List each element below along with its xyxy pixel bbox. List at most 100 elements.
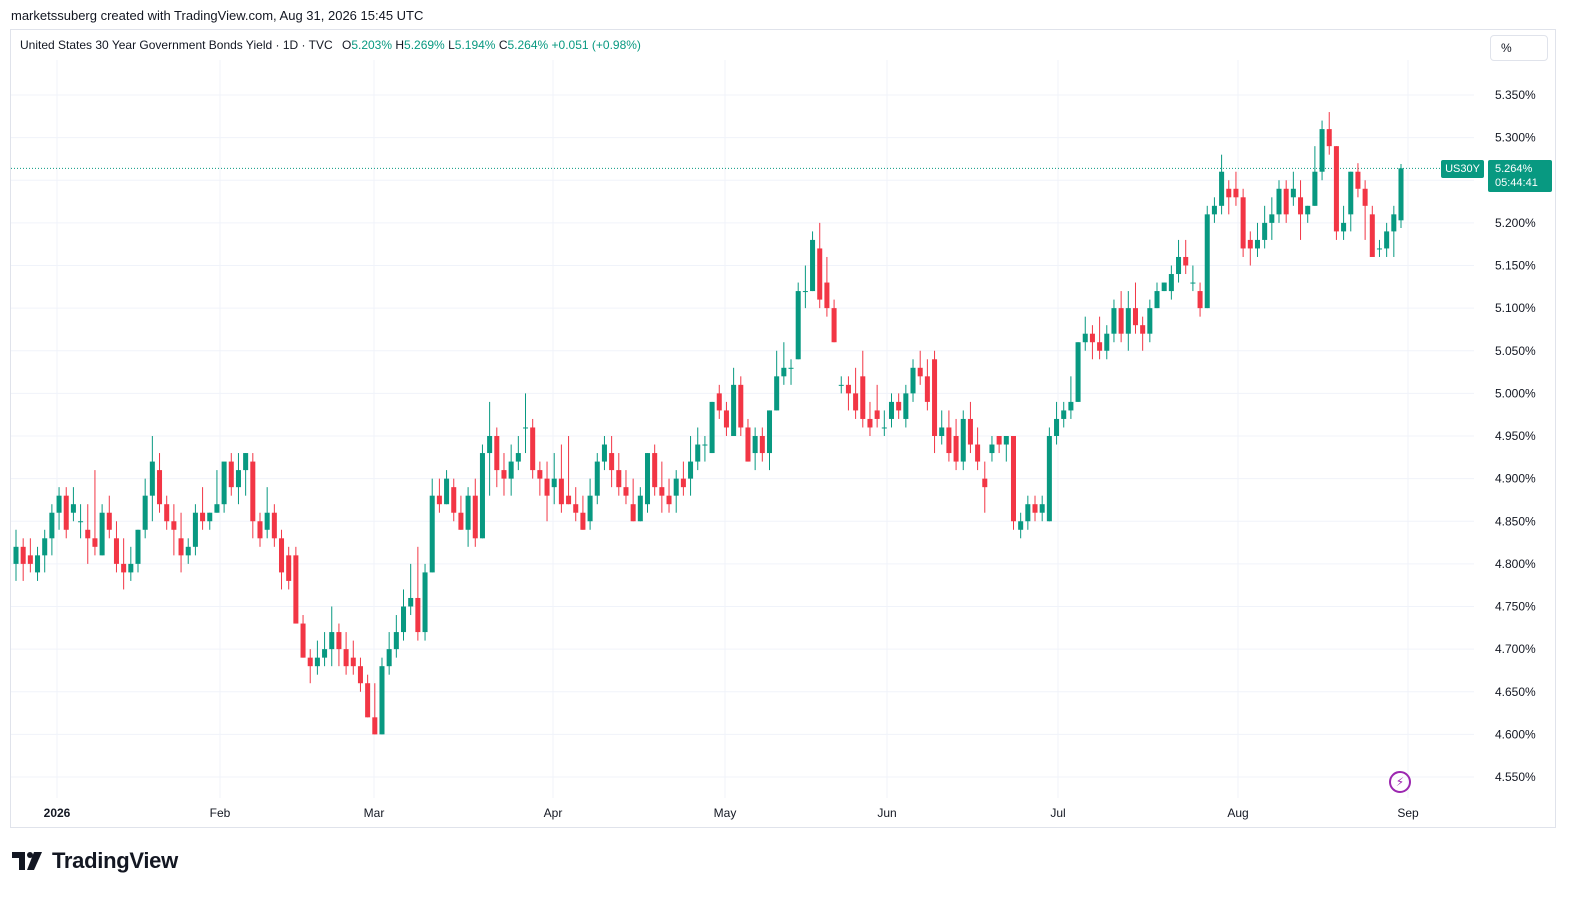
candle-body[interactable] (1010, 436, 1016, 522)
candle-body[interactable] (932, 359, 938, 436)
candle-body[interactable] (860, 376, 866, 419)
candle-body[interactable] (1104, 333, 1110, 351)
candle-body[interactable] (494, 436, 500, 471)
candle-body[interactable] (1376, 248, 1382, 250)
candle-body[interactable] (63, 495, 69, 530)
candle-body[interactable] (1161, 282, 1167, 292)
candle-body[interactable] (35, 555, 41, 573)
chart-frame[interactable] (10, 29, 1556, 828)
candle-body[interactable] (1398, 168, 1404, 221)
candle-body[interactable] (946, 427, 952, 454)
candle-body[interactable] (630, 504, 636, 522)
candle-body[interactable] (1254, 239, 1260, 249)
candle-body[interactable] (1061, 410, 1067, 419)
candle-body[interactable] (1154, 291, 1160, 309)
candle-body[interactable] (171, 521, 177, 530)
candle-body[interactable] (113, 538, 119, 564)
candle-body[interactable] (845, 384, 851, 394)
candle-body[interactable] (673, 478, 679, 496)
candle-body[interactable] (1276, 188, 1282, 215)
candle-body[interactable] (235, 470, 241, 488)
candle-body[interactable] (264, 512, 270, 530)
candle-body[interactable] (795, 291, 801, 360)
candle-body[interactable] (1384, 231, 1390, 249)
candle-body[interactable] (788, 367, 794, 369)
candle-body[interactable] (286, 555, 292, 581)
candle-body[interactable] (472, 495, 478, 539)
candle-body[interactable] (221, 461, 227, 505)
candle-body[interactable] (458, 512, 464, 530)
candle-body[interactable] (92, 538, 98, 547)
candle-body[interactable] (766, 410, 773, 454)
candle-body[interactable] (853, 393, 859, 411)
candle-body[interactable] (666, 495, 672, 505)
candle-body[interactable] (214, 504, 220, 513)
candle-body[interactable] (365, 683, 371, 718)
candle-body[interactable] (56, 495, 62, 513)
candle-body[interactable] (616, 470, 622, 488)
candle-body[interactable] (1233, 188, 1239, 198)
candle-body[interactable] (723, 410, 729, 428)
candle-body[interactable] (1269, 214, 1275, 223)
candle-body[interactable] (917, 367, 923, 377)
candle-body[interactable] (810, 239, 816, 292)
candle-body[interactable] (1018, 521, 1024, 530)
candle-body[interactable] (967, 418, 973, 445)
candle-body[interactable] (544, 478, 550, 496)
candle-body[interactable] (1298, 197, 1304, 215)
candle-body[interactable] (401, 606, 407, 633)
candle-body[interactable] (573, 504, 579, 513)
candle-body[interactable] (774, 376, 780, 411)
candle-body[interactable] (1147, 308, 1153, 334)
candle-body[interactable] (42, 538, 48, 556)
candle-body[interactable] (85, 529, 91, 539)
candle-body[interactable] (27, 555, 33, 564)
candle-body[interactable] (745, 427, 751, 462)
candle-body[interactable] (1111, 308, 1117, 334)
candle-body[interactable] (350, 657, 356, 667)
candle-body[interactable] (695, 444, 701, 462)
candle-body[interactable] (293, 555, 299, 624)
candle-body[interactable] (228, 461, 234, 488)
candle-body[interactable] (271, 512, 277, 539)
candle-body[interactable] (939, 427, 945, 436)
candle-body[interactable] (924, 376, 930, 402)
candle-body[interactable] (609, 453, 615, 471)
candle-body[interactable] (817, 248, 823, 300)
candle-body[interactable] (716, 393, 722, 411)
candle-body[interactable] (558, 478, 564, 505)
candle-body[interactable] (652, 453, 658, 488)
candle-body[interactable] (688, 461, 694, 479)
candle-body[interactable] (135, 529, 141, 564)
candle-body[interactable] (975, 444, 981, 462)
candle-body[interactable] (257, 521, 263, 539)
candle-body[interactable] (78, 521, 84, 523)
candle-body[interactable] (1168, 274, 1174, 292)
candle-body[interactable] (831, 308, 837, 343)
candle-body[interactable] (896, 401, 902, 411)
candle-body[interactable] (429, 495, 435, 573)
candle-body[interactable] (566, 495, 572, 505)
candle-body[interactable] (1341, 222, 1347, 232)
candle-body[interactable] (1097, 342, 1103, 351)
candle-body[interactable] (314, 657, 320, 667)
candle-body[interactable] (157, 470, 163, 505)
candle-body[interactable] (601, 444, 607, 462)
candle-body[interactable] (307, 657, 313, 667)
candle-body[interactable] (1362, 188, 1368, 206)
candle-body[interactable] (530, 427, 536, 471)
candle-body[interactable] (996, 436, 1002, 445)
candle-body[interactable] (1003, 436, 1009, 445)
candle-body[interactable] (336, 632, 342, 650)
candle-body[interactable] (415, 597, 421, 633)
candle-body[interactable] (709, 401, 715, 454)
candle-body[interactable] (537, 470, 543, 479)
candle-body[interactable] (1240, 197, 1246, 249)
candle-body[interactable] (70, 504, 76, 513)
candle-body[interactable] (121, 563, 127, 573)
candle-body[interactable] (149, 461, 155, 496)
candle-body[interactable] (1312, 171, 1318, 206)
candle-body[interactable] (1075, 342, 1081, 402)
candle-body[interactable] (408, 597, 414, 607)
